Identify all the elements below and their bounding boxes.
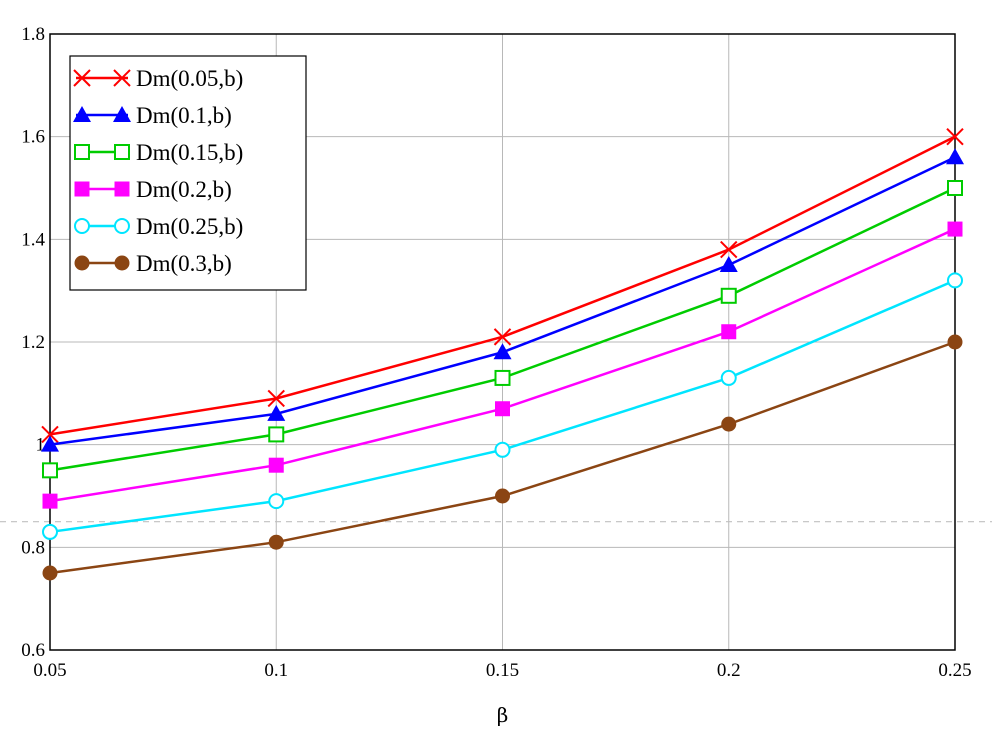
- series-2: [42, 180, 963, 479]
- legend-marker: [74, 181, 90, 197]
- series-5: [42, 334, 963, 581]
- legend-label: Dm(0.3,b): [136, 251, 232, 276]
- legend-item: Dm(0.25,b): [74, 214, 243, 239]
- legend-marker: [74, 255, 90, 271]
- legend-marker: [113, 106, 131, 122]
- legend-label: Dm(0.2,b): [136, 177, 232, 202]
- data-point: [720, 287, 737, 304]
- y-tick-label: 1.8: [21, 24, 45, 45]
- legend-item: Dm(0.05,b): [73, 66, 243, 91]
- legend-item: Dm(0.15,b): [74, 140, 243, 165]
- y-tick-label: 1: [36, 435, 46, 456]
- data-point: [720, 369, 737, 386]
- legend-label: Dm(0.1,b): [136, 103, 232, 128]
- data-point: [267, 404, 286, 421]
- x-tick-label: 0.2: [717, 660, 741, 681]
- series-4: [42, 272, 963, 540]
- data-point: [493, 343, 512, 360]
- x-tick-label: 0.05: [33, 660, 66, 681]
- x-tick-label: 0.1: [264, 660, 288, 681]
- legend-marker: [74, 144, 90, 160]
- data-point: [493, 328, 512, 346]
- data-point: [947, 180, 963, 196]
- data-point: [268, 426, 285, 443]
- x-axis-title: β: [497, 703, 509, 727]
- data-point: [267, 389, 285, 408]
- data-point: [719, 256, 738, 272]
- data-point: [494, 369, 511, 386]
- y-tick-label: 1.2: [21, 332, 45, 353]
- data-point: [947, 272, 963, 289]
- data-point: [42, 462, 58, 479]
- legend-marker: [114, 255, 130, 271]
- data-point: [41, 435, 59, 452]
- x-tick-label: 0.15: [486, 660, 519, 681]
- data-point: [947, 221, 963, 237]
- legend-marker: [113, 69, 131, 87]
- legend-label: Dm(0.15,b): [136, 140, 243, 165]
- data-point: [42, 523, 58, 540]
- legend-box: [69, 55, 307, 291]
- series-3: [42, 221, 963, 509]
- legend-marker: [114, 144, 130, 160]
- legend-item: Dm(0.3,b): [74, 251, 232, 276]
- series-0: [41, 127, 964, 444]
- y-tick-label: 1.6: [21, 127, 45, 148]
- data-point: [720, 240, 738, 259]
- tick-labels: 0.05 0.1 0.15 0.2 0.25 0.6 0.8 1 1.2 1.4 1.6 1.8: [21, 24, 971, 681]
- y-tick-label: 0.6: [21, 640, 45, 661]
- legend-label: Dm(0.25,b): [136, 214, 243, 239]
- data-point: [268, 457, 284, 473]
- legend-marker: [73, 106, 91, 122]
- legend: Dm(0.05,b) Dm(0.1,b) Dm(0.15,b) Dm(0.2,b) Dm…: [69, 55, 307, 291]
- data-point: [268, 534, 284, 550]
- x-tick-label: 0.25: [938, 660, 971, 681]
- series-1: [41, 148, 964, 452]
- data-point: [42, 493, 58, 509]
- data-point: [721, 416, 737, 432]
- data-point: [495, 488, 510, 504]
- y-tick-label: 1.4: [21, 229, 45, 250]
- data-point: [494, 441, 511, 458]
- y-tick-label: 0.8: [21, 537, 45, 558]
- data-point: [721, 324, 737, 340]
- legend-item: Dm(0.2,b): [74, 177, 232, 202]
- legend-marker: [114, 218, 130, 234]
- data-point: [42, 565, 58, 581]
- legend-marker: [73, 69, 91, 87]
- data-point: [947, 334, 963, 350]
- data-point: [946, 148, 964, 165]
- data-point: [946, 127, 964, 146]
- data-point: [495, 401, 510, 417]
- legend-item: Dm(0.1,b): [73, 103, 232, 128]
- data-point: [268, 493, 285, 510]
- series-group: [41, 127, 964, 581]
- legend-marker: [74, 218, 90, 234]
- legend-marker: [114, 181, 130, 197]
- legend-label: Dm(0.05,b): [136, 66, 243, 91]
- data-point: [41, 425, 59, 444]
